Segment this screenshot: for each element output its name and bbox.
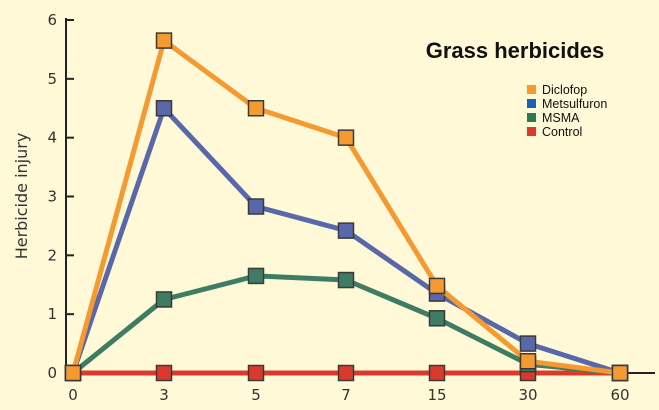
x-tick-label: 15 (427, 386, 446, 404)
y-tick-label: 1 (47, 305, 57, 323)
data-point-msma (428, 310, 446, 327)
legend-label-metsulfuron: Metsulfuron (542, 97, 607, 111)
series-layer (64, 32, 629, 382)
x-tick-label: 7 (341, 386, 351, 404)
data-point-control (428, 364, 446, 382)
data-point-diclofop (64, 364, 82, 382)
data-point-control (337, 364, 355, 382)
data-point-msma (337, 271, 355, 289)
data-point-metsulfuron (247, 198, 265, 215)
data-point-diclofop (337, 129, 355, 146)
data-point-msma (247, 267, 265, 285)
data-point-control (155, 364, 173, 382)
data-point-diclofop (519, 352, 537, 370)
x-tick-label: 5 (251, 386, 261, 404)
data-point-metsulfuron (519, 335, 537, 352)
y-tick-label: 5 (47, 70, 57, 88)
x-tick-label: 30 (518, 386, 537, 404)
y-tick-label: 6 (47, 11, 57, 29)
legend-label-msma: MSMA (542, 111, 580, 125)
data-point-control (247, 364, 265, 382)
x-tick-label: 60 (610, 386, 629, 404)
y-tick-label: 2 (47, 246, 57, 264)
chart-title: Grass herbicides (426, 38, 605, 63)
data-point-diclofop (428, 277, 446, 295)
legend-swatch-diclofop (527, 85, 536, 94)
legend-swatch-metsulfuron (527, 99, 536, 108)
data-point-msma (155, 291, 173, 308)
legend-label-control: Control (542, 125, 582, 139)
legend-label-diclofop: Diclofop (542, 83, 587, 97)
data-point-diclofop (611, 364, 629, 382)
y-tick-label: 4 (47, 129, 57, 147)
x-tick-label: 3 (159, 386, 169, 404)
data-point-diclofop (155, 32, 173, 49)
y-tick-label: 3 (47, 188, 57, 206)
data-point-metsulfuron (155, 100, 173, 117)
y-tick-label: 0 (47, 364, 57, 382)
data-point-diclofop (247, 100, 265, 117)
data-point-metsulfuron (337, 222, 355, 239)
legend-swatch-control (527, 127, 536, 136)
series-diclofop (64, 32, 629, 382)
x-tick-label: 0 (68, 386, 78, 404)
y-axis-label: Herbicide injury (12, 133, 31, 260)
legend-swatch-msma (527, 113, 536, 122)
